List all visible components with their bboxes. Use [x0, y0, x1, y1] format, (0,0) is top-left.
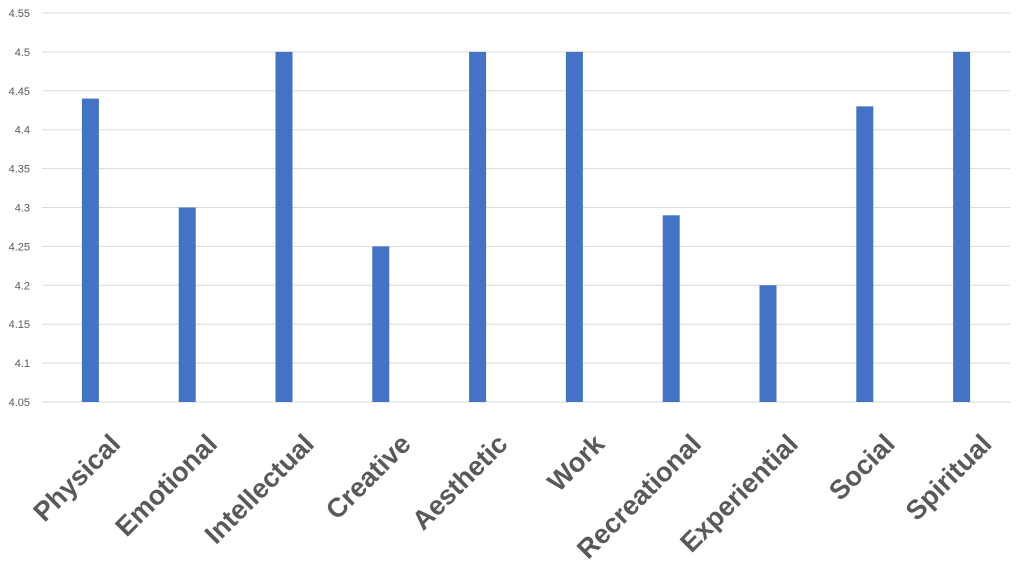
bar-work — [565, 51, 583, 403]
x-tick-label-creative: Creative — [320, 429, 417, 526]
bar-spiritual — [953, 51, 971, 403]
y-tick-label: 4.25 — [9, 241, 30, 253]
gridlines — [42, 12, 1010, 403]
y-tick-label: 4.55 — [9, 8, 30, 20]
y-tick-label: 4.5 — [15, 47, 30, 59]
x-tick-label-social: Social — [823, 429, 900, 506]
x-tick-label-aesthetic: Aesthetic — [406, 429, 513, 536]
y-tick-label: 4.3 — [15, 203, 30, 215]
y-tick-label: 4.15 — [9, 319, 30, 331]
bar-aesthetic — [469, 51, 487, 403]
x-tick-label-physical: Physical — [28, 429, 127, 528]
y-tick-label: 4.4 — [15, 125, 30, 137]
bar-emotional — [178, 207, 196, 402]
bar-social — [856, 106, 874, 403]
x-tick-label-spiritual: Spiritual — [900, 429, 998, 527]
y-tick-label: 4.1 — [15, 358, 30, 370]
y-axis-tick-labels: 4.05 4.1 4.15 4.2 4.25 4.3 4.35 4.4 4.45 4.5 4.55 — [9, 8, 30, 409]
bars — [81, 51, 971, 403]
y-tick-label: 4.05 — [9, 397, 30, 409]
y-tick-label: 4.2 — [15, 280, 30, 292]
x-tick-label-work: Work — [542, 428, 611, 497]
y-tick-label: 4.45 — [9, 86, 30, 98]
bar-intellectual — [275, 51, 293, 403]
bar-physical — [81, 98, 99, 402]
bar-creative — [372, 246, 390, 402]
y-tick-label: 4.35 — [9, 164, 30, 176]
bar-recreational — [662, 215, 680, 402]
bar-experiential — [759, 285, 777, 402]
